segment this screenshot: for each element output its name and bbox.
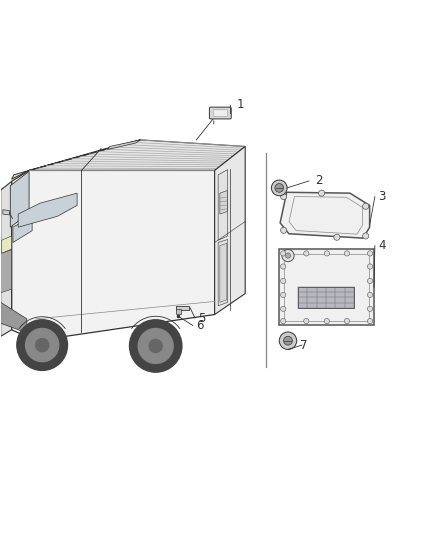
Polygon shape [3,210,10,215]
Circle shape [272,180,287,196]
Circle shape [130,320,182,372]
Circle shape [282,249,294,262]
Polygon shape [220,190,227,214]
Text: 6: 6 [196,319,204,332]
Bar [279,249,374,326]
Polygon shape [1,181,12,336]
FancyBboxPatch shape [213,110,227,116]
Polygon shape [11,171,29,227]
Polygon shape [218,239,228,306]
Circle shape [279,332,297,350]
Circle shape [367,306,373,311]
Polygon shape [220,244,227,302]
FancyBboxPatch shape [209,107,231,119]
Circle shape [367,264,373,269]
Circle shape [324,318,329,324]
Circle shape [367,251,373,256]
Polygon shape [108,140,141,149]
Polygon shape [1,302,27,333]
Polygon shape [2,236,12,253]
Circle shape [149,340,162,352]
Polygon shape [29,140,245,171]
Circle shape [324,251,329,256]
Polygon shape [12,140,141,179]
Circle shape [344,318,350,324]
Text: 7: 7 [300,338,307,352]
Circle shape [25,328,59,362]
Polygon shape [1,250,12,293]
Polygon shape [13,216,32,243]
Text: 2: 2 [315,174,323,188]
Polygon shape [218,169,228,240]
Circle shape [281,292,286,297]
Circle shape [344,251,350,256]
Circle shape [367,318,373,324]
Circle shape [275,183,284,192]
Circle shape [367,278,373,284]
Text: 1: 1 [237,99,244,111]
Circle shape [281,278,286,284]
Circle shape [334,234,340,240]
Circle shape [286,253,290,258]
Circle shape [363,203,369,209]
Polygon shape [18,193,77,227]
Circle shape [304,251,309,256]
Circle shape [284,336,292,345]
Bar [297,287,354,308]
Circle shape [304,318,309,324]
Polygon shape [280,192,370,238]
Circle shape [367,292,373,297]
Circle shape [281,306,286,311]
Circle shape [318,190,325,196]
Polygon shape [176,309,181,313]
Polygon shape [176,306,189,310]
Polygon shape [12,171,215,341]
Circle shape [363,233,369,239]
Circle shape [281,193,287,200]
Text: 3: 3 [378,190,386,203]
Circle shape [35,338,49,352]
Polygon shape [215,147,245,314]
Circle shape [281,318,286,324]
Bar [284,254,369,321]
Text: 4: 4 [378,239,386,252]
Circle shape [281,227,287,233]
Circle shape [281,264,286,269]
Text: 5: 5 [198,311,206,325]
Circle shape [281,251,286,256]
Circle shape [17,320,67,370]
Circle shape [138,328,173,364]
